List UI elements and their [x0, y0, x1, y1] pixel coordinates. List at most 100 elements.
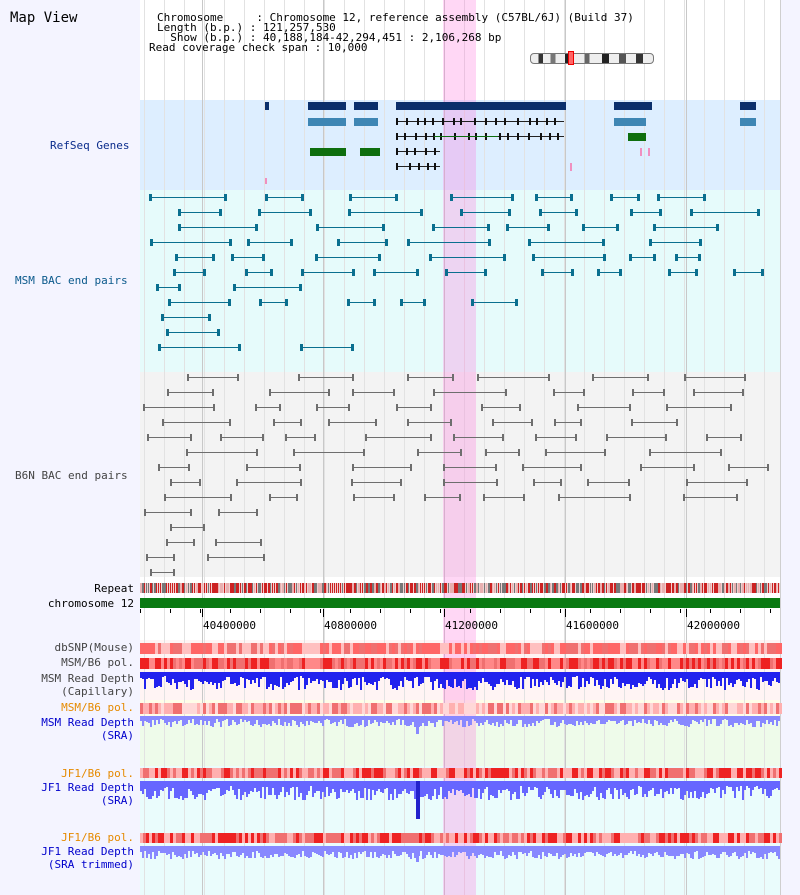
bac-end-marker[interactable] — [337, 239, 340, 246]
bac-end-marker[interactable] — [393, 389, 395, 396]
bac-end-marker[interactable] — [407, 419, 409, 426]
bac-end-pair[interactable] — [400, 302, 426, 303]
bac-end-pair[interactable] — [545, 452, 606, 453]
gene-exon[interactable] — [396, 118, 398, 125]
bac-end-pair[interactable] — [173, 272, 206, 273]
bac-end-marker[interactable] — [265, 194, 268, 201]
bac-end-marker[interactable] — [237, 374, 239, 381]
bac-end-marker[interactable] — [663, 389, 665, 396]
track-label-repeat[interactable]: Repeat — [94, 582, 134, 595]
bac-end-marker[interactable] — [228, 299, 231, 306]
bac-end-pair[interactable] — [649, 452, 722, 453]
bac-end-pair[interactable] — [349, 197, 398, 198]
bac-end-pair[interactable] — [178, 212, 222, 213]
bac-end-marker[interactable] — [515, 299, 518, 306]
bac-end-pair[interactable] — [535, 197, 573, 198]
bac-end-pair[interactable] — [481, 407, 521, 408]
bac-end-marker[interactable] — [699, 239, 702, 246]
bac-end-marker[interactable] — [703, 194, 706, 201]
bac-end-marker[interactable] — [597, 269, 600, 276]
bac-end-marker[interactable] — [218, 509, 220, 516]
bac-end-marker[interactable] — [558, 494, 560, 501]
bac-end-marker[interactable] — [606, 434, 608, 441]
gene-exon[interactable] — [425, 133, 427, 140]
bac-end-pair[interactable] — [231, 257, 265, 258]
bac-end-marker[interactable] — [143, 404, 145, 411]
bac-end-pair[interactable] — [170, 482, 201, 483]
gene-intron-line[interactable] — [396, 151, 440, 152]
bac-end-marker[interactable] — [471, 299, 474, 306]
bac-end-marker[interactable] — [430, 404, 432, 411]
bac-end-pair[interactable] — [233, 287, 302, 288]
bac-end-pair[interactable] — [690, 212, 760, 213]
bac-end-pair[interactable] — [348, 212, 423, 213]
track-label-dbsnp[interactable]: dbSNP(Mouse) — [54, 641, 134, 654]
bac-end-marker[interactable] — [263, 554, 265, 561]
track-label-chromosome[interactable]: chromosome 12 — [47, 597, 134, 610]
bac-end-pair[interactable] — [150, 242, 232, 243]
gene-feature[interactable] — [354, 118, 378, 126]
bac-end-marker[interactable] — [429, 254, 432, 261]
bac-end-marker[interactable] — [352, 374, 354, 381]
bac-end-pair[interactable] — [477, 377, 550, 378]
bac-end-marker[interactable] — [519, 404, 521, 411]
bac-end-pair[interactable] — [606, 437, 667, 438]
gene-exon[interactable] — [404, 133, 406, 140]
bac-end-pair[interactable] — [220, 437, 264, 438]
bac-end-marker[interactable] — [443, 464, 445, 471]
gene-exon[interactable] — [425, 148, 427, 155]
bac-end-marker[interactable] — [716, 224, 719, 231]
gene-exon[interactable] — [442, 118, 444, 125]
bac-end-marker[interactable] — [492, 419, 494, 426]
bac-end-marker[interactable] — [575, 209, 578, 216]
bac-end-marker[interactable] — [186, 449, 188, 456]
bac-end-pair[interactable] — [675, 257, 701, 258]
bac-end-marker[interactable] — [720, 449, 722, 456]
gene-exon[interactable] — [432, 118, 434, 125]
bac-end-marker[interactable] — [161, 314, 164, 321]
bac-end-marker[interactable] — [178, 224, 181, 231]
bac-end-pair[interactable] — [365, 437, 432, 438]
bac-end-marker[interactable] — [683, 494, 685, 501]
bac-end-marker[interactable] — [502, 434, 504, 441]
bac-end-pair[interactable] — [351, 482, 402, 483]
gene-exon[interactable] — [453, 118, 455, 125]
bac-end-pair[interactable] — [492, 422, 533, 423]
bac-end-pair[interactable] — [453, 437, 504, 438]
bac-end-marker[interactable] — [602, 239, 605, 246]
bac-end-pair[interactable] — [630, 212, 662, 213]
bac-end-pair[interactable] — [352, 392, 395, 393]
bac-end-pair[interactable] — [144, 512, 192, 513]
bac-end-marker[interactable] — [485, 449, 487, 456]
gene-exon[interactable] — [499, 133, 501, 140]
bac-end-marker[interactable] — [229, 419, 231, 426]
bac-end-marker[interactable] — [460, 209, 463, 216]
bac-end-marker[interactable] — [580, 419, 582, 426]
bac-end-marker[interactable] — [167, 389, 169, 396]
bac-end-marker[interactable] — [483, 494, 485, 501]
bac-end-marker[interactable] — [541, 269, 544, 276]
bac-end-marker[interactable] — [290, 239, 293, 246]
bac-end-marker[interactable] — [649, 449, 651, 456]
bac-end-pair[interactable] — [337, 242, 388, 243]
bac-end-marker[interactable] — [423, 299, 426, 306]
bac-end-marker[interactable] — [316, 224, 319, 231]
bac-end-marker[interactable] — [632, 389, 634, 396]
track-label-msm-depth-sra[interactable]: MSM Read Depth — [41, 716, 134, 729]
bac-end-marker[interactable] — [496, 479, 498, 486]
track-label-msm-depth-capillary[interactable]: MSM Read Depth — [41, 672, 134, 685]
gene-feature[interactable] — [628, 133, 646, 141]
bac-end-marker[interactable] — [653, 224, 656, 231]
bac-end-pair[interactable] — [450, 197, 514, 198]
bac-end-pair[interactable] — [424, 497, 461, 498]
bac-end-pair[interactable] — [629, 257, 656, 258]
bac-end-pair[interactable] — [316, 407, 350, 408]
bac-end-marker[interactable] — [393, 494, 395, 501]
bac-end-marker[interactable] — [518, 449, 520, 456]
bac-end-pair[interactable] — [158, 467, 190, 468]
bac-end-marker[interactable] — [666, 404, 668, 411]
bac-end-marker[interactable] — [547, 224, 550, 231]
bac-end-marker[interactable] — [256, 509, 258, 516]
bac-end-pair[interactable] — [631, 422, 678, 423]
bac-end-marker[interactable] — [452, 374, 454, 381]
